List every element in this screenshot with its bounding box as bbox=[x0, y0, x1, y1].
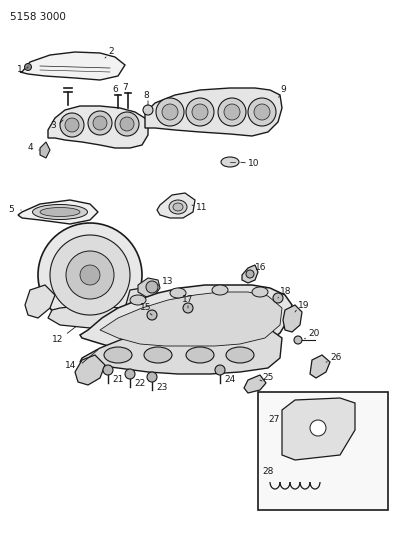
Circle shape bbox=[156, 98, 184, 126]
Circle shape bbox=[66, 251, 114, 299]
Ellipse shape bbox=[252, 287, 268, 297]
Polygon shape bbox=[242, 265, 258, 283]
Circle shape bbox=[120, 117, 134, 131]
Ellipse shape bbox=[169, 200, 187, 214]
Text: 15: 15 bbox=[140, 303, 151, 312]
Text: 11: 11 bbox=[196, 203, 208, 212]
Circle shape bbox=[143, 105, 153, 115]
Ellipse shape bbox=[221, 157, 239, 167]
Circle shape bbox=[215, 365, 225, 375]
Circle shape bbox=[125, 369, 135, 379]
Text: 13: 13 bbox=[162, 278, 173, 287]
Ellipse shape bbox=[212, 285, 228, 295]
Polygon shape bbox=[18, 200, 98, 224]
Text: 21: 21 bbox=[112, 376, 123, 384]
Text: 28: 28 bbox=[262, 467, 273, 477]
Text: 27: 27 bbox=[268, 416, 279, 424]
Polygon shape bbox=[145, 88, 282, 136]
Polygon shape bbox=[138, 278, 160, 298]
Circle shape bbox=[115, 112, 139, 136]
Polygon shape bbox=[310, 355, 330, 378]
Circle shape bbox=[24, 63, 31, 70]
Polygon shape bbox=[48, 305, 132, 328]
Circle shape bbox=[50, 235, 130, 315]
Bar bbox=[258, 392, 388, 510]
Polygon shape bbox=[48, 106, 148, 148]
Circle shape bbox=[224, 104, 240, 120]
Polygon shape bbox=[125, 288, 148, 318]
Ellipse shape bbox=[130, 295, 146, 305]
Polygon shape bbox=[40, 142, 50, 158]
Text: 9: 9 bbox=[280, 85, 286, 94]
Text: 24: 24 bbox=[224, 376, 235, 384]
Circle shape bbox=[192, 104, 208, 120]
Text: 25: 25 bbox=[262, 374, 273, 383]
Circle shape bbox=[294, 336, 302, 344]
Circle shape bbox=[65, 118, 79, 132]
Text: 16: 16 bbox=[255, 263, 266, 272]
Text: 2: 2 bbox=[108, 47, 113, 56]
Circle shape bbox=[80, 265, 100, 285]
Circle shape bbox=[93, 116, 107, 130]
Circle shape bbox=[147, 310, 157, 320]
Polygon shape bbox=[244, 375, 266, 393]
Circle shape bbox=[186, 98, 214, 126]
Text: 26: 26 bbox=[330, 353, 341, 362]
Circle shape bbox=[315, 360, 325, 370]
Polygon shape bbox=[75, 355, 105, 385]
Circle shape bbox=[88, 111, 112, 135]
Text: 3: 3 bbox=[50, 120, 56, 130]
Ellipse shape bbox=[186, 347, 214, 363]
Ellipse shape bbox=[40, 207, 80, 216]
Text: 1: 1 bbox=[17, 66, 23, 75]
Ellipse shape bbox=[144, 347, 172, 363]
Text: 4: 4 bbox=[28, 143, 33, 152]
Text: 17: 17 bbox=[182, 295, 193, 304]
Polygon shape bbox=[282, 398, 355, 460]
Polygon shape bbox=[283, 305, 302, 332]
Text: 18: 18 bbox=[280, 287, 291, 296]
Polygon shape bbox=[80, 285, 292, 350]
Polygon shape bbox=[100, 292, 282, 346]
Circle shape bbox=[310, 420, 326, 436]
Text: 12: 12 bbox=[52, 335, 63, 344]
Ellipse shape bbox=[170, 288, 186, 298]
Text: 22: 22 bbox=[134, 379, 145, 389]
Circle shape bbox=[183, 303, 193, 313]
Circle shape bbox=[246, 270, 254, 278]
Circle shape bbox=[273, 293, 283, 303]
Polygon shape bbox=[80, 326, 282, 374]
Text: 19: 19 bbox=[298, 301, 310, 310]
Polygon shape bbox=[25, 285, 55, 318]
Ellipse shape bbox=[104, 347, 132, 363]
Ellipse shape bbox=[226, 347, 254, 363]
Ellipse shape bbox=[173, 203, 183, 211]
Polygon shape bbox=[20, 52, 125, 80]
Text: 10: 10 bbox=[248, 158, 259, 167]
Text: 23: 23 bbox=[156, 383, 167, 392]
Text: 14: 14 bbox=[65, 360, 76, 369]
Circle shape bbox=[248, 98, 276, 126]
Text: 8: 8 bbox=[143, 91, 149, 100]
Circle shape bbox=[162, 104, 178, 120]
Circle shape bbox=[218, 98, 246, 126]
Circle shape bbox=[254, 104, 270, 120]
Circle shape bbox=[38, 223, 142, 327]
Ellipse shape bbox=[33, 205, 87, 220]
Polygon shape bbox=[157, 193, 195, 218]
Circle shape bbox=[60, 113, 84, 137]
Text: 6: 6 bbox=[112, 85, 118, 94]
Text: 5: 5 bbox=[8, 206, 14, 214]
Circle shape bbox=[147, 372, 157, 382]
Text: 20: 20 bbox=[308, 328, 319, 337]
Text: 5158 3000: 5158 3000 bbox=[10, 12, 66, 22]
Text: 7: 7 bbox=[122, 84, 128, 93]
Circle shape bbox=[146, 281, 158, 293]
Circle shape bbox=[103, 365, 113, 375]
